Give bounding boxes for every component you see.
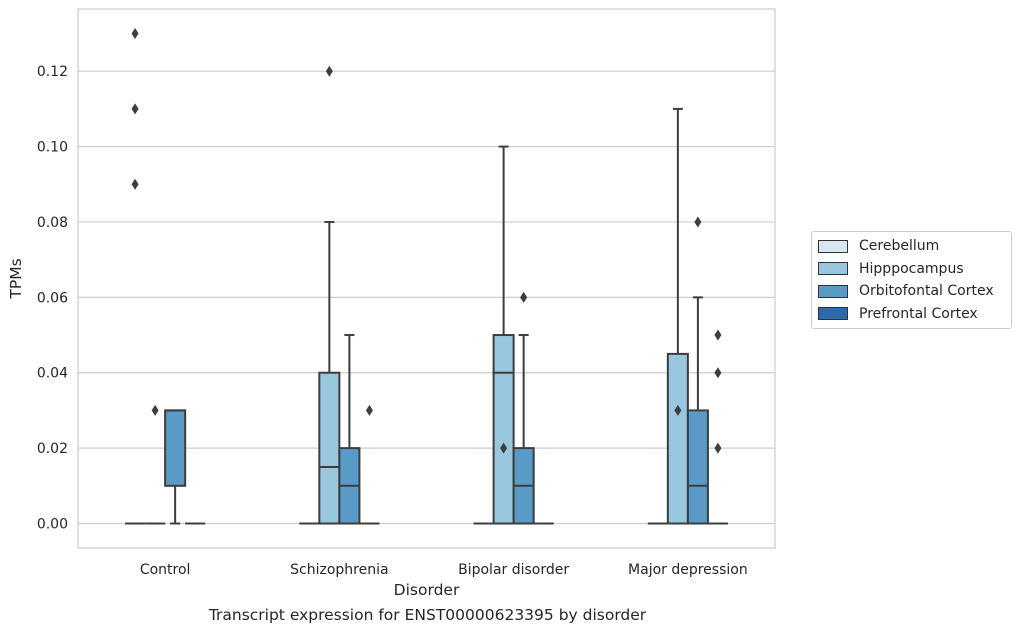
y-tick-label: 0.00 (37, 517, 68, 533)
chart-caption: Transcript expression for ENST0000062339… (208, 606, 647, 624)
y-tick-label: 0.06 (37, 290, 68, 306)
box-1-0 (145, 404, 166, 525)
y-tick-label: 0.02 (37, 441, 68, 457)
outlier-marker (131, 103, 139, 115)
gridlines (78, 70, 775, 525)
box-1-2 (492, 145, 515, 525)
legend-item: Hipppocampus (812, 258, 1011, 281)
outlier-marker (694, 216, 702, 228)
outlier-marker (151, 404, 159, 416)
legend-item: Prefrontal Cortex (812, 303, 1011, 326)
outlier-marker (714, 329, 722, 341)
y-tick-labels: 0.00 0.02 0.04 0.06 0.08 0.10 0.12 (37, 64, 68, 532)
box-body (666, 352, 689, 525)
outlier-marker (674, 404, 682, 416)
legend-item: Cerebellum (812, 235, 1011, 258)
box-1-1 (318, 65, 341, 525)
box-0-0 (125, 28, 146, 525)
box-3-1 (359, 404, 380, 525)
y-axis-label: TPMs (7, 258, 25, 299)
legend-label: Cerebellum (859, 238, 940, 255)
plot-frame (77, 8, 776, 549)
box-body (164, 409, 187, 487)
box-2-1 (338, 334, 361, 525)
box-body (318, 371, 341, 525)
y-tick-label: 0.08 (37, 215, 68, 231)
x-tick-labels: Control Schizophrenia Bipolar disorder Majo… (140, 562, 748, 578)
legend-swatch (818, 262, 848, 276)
outlier-marker (325, 65, 333, 77)
legend-item: Orbitofontal Cortex (812, 280, 1011, 303)
legend: Cerebellum Hipppocampus Orbitofontal Corte… (811, 231, 1012, 329)
box-body (492, 334, 515, 525)
legend-swatch (818, 284, 848, 298)
outlier-marker (714, 367, 722, 379)
x-tick-label: Bipolar disorder (458, 562, 569, 578)
outlier-marker (500, 442, 508, 454)
x-tick-label: Control (140, 562, 191, 578)
outlier-marker (131, 28, 139, 39)
y-tick-label: 0.10 (37, 140, 68, 156)
legend-swatch (818, 307, 848, 321)
y-tick-label: 0.04 (37, 366, 68, 382)
box-3-3 (707, 329, 728, 525)
box-2-3 (686, 216, 709, 525)
x-tick-label: Schizophrenia (290, 562, 388, 578)
legend-swatch (818, 239, 848, 253)
outlier-marker (365, 404, 373, 416)
outlier-marker (714, 442, 722, 454)
box-1-3 (666, 107, 689, 525)
legend-label: Prefrontal Cortex (859, 305, 978, 322)
outlier-marker (131, 178, 139, 190)
box-body (686, 409, 709, 525)
box-2-0 (164, 409, 187, 525)
y-tick-label: 0.12 (37, 64, 68, 80)
legend-label: Orbitofontal Cortex (859, 283, 994, 300)
x-tick-label: Major depression (628, 562, 748, 578)
box-2-2 (512, 291, 535, 525)
boxes (125, 28, 728, 525)
legend-label: Hipppocampus (859, 260, 964, 277)
outlier-marker (520, 291, 528, 303)
x-axis-label: Disorder (394, 581, 460, 599)
